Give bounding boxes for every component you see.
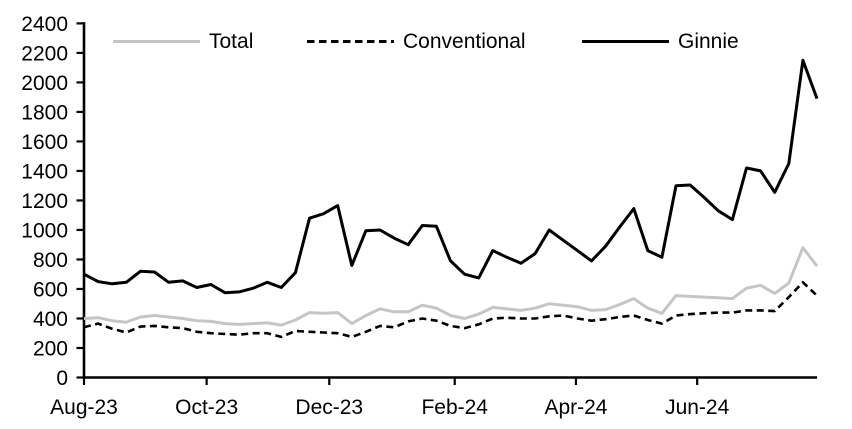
- y-tick-label: 1200: [21, 190, 68, 213]
- x-tick-label: Feb-24: [421, 396, 488, 419]
- ginnie-line: [83, 58, 819, 295]
- x-tick-label: Dec-23: [295, 396, 363, 419]
- y-tick-label: 1600: [21, 131, 68, 154]
- x-tick-label: Jun-24: [665, 396, 730, 419]
- y-tick-label: 600: [33, 279, 68, 302]
- total-line: [83, 246, 819, 327]
- ginnie-line-swatch: [582, 39, 669, 43]
- y-tick-label: 1000: [21, 220, 68, 243]
- legend-item-ginnie: Ginnie: [582, 27, 739, 55]
- total-line-swatch: [113, 39, 200, 43]
- y-tick-label: 2400: [21, 13, 68, 36]
- y-tick-label: 200: [33, 338, 68, 361]
- y-tick-label: 400: [33, 308, 68, 331]
- legend-item-total: Total: [113, 27, 253, 55]
- y-tick-label: 1800: [21, 101, 68, 124]
- y-tick-label: 2000: [21, 72, 68, 95]
- conventional-line: [83, 280, 818, 339]
- legend-item-conventional: Conventional: [307, 27, 526, 55]
- legend-label-total: Total: [209, 29, 254, 53]
- x-tick-label: Oct-23: [175, 396, 238, 419]
- x-tick-label: Apr-24: [544, 396, 607, 419]
- legend-label-conventional: Conventional: [403, 29, 526, 53]
- y-tick-label: 800: [33, 249, 68, 272]
- y-tick-label: 2200: [21, 42, 68, 65]
- x-tick-label: Aug-23: [50, 396, 118, 419]
- y-tick-label: 0: [56, 367, 68, 390]
- legend-label-ginnie: Ginnie: [678, 29, 739, 53]
- conventional-line-swatch: [307, 39, 394, 43]
- y-tick-label: 1400: [21, 161, 68, 184]
